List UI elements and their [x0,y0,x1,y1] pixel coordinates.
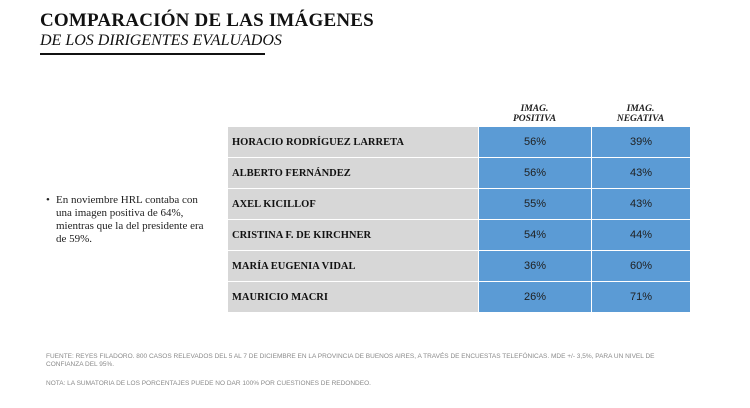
row-negativa: 60% [591,251,690,282]
image-comparison-table: IMAG. POSITIVA IMAG. NEGATIVA HORACIO RO… [228,98,690,313]
header-name-spacer [228,98,478,127]
header-negativa-line2: NEGATIVA [616,114,665,124]
table-row: HORACIO RODRÍGUEZ LARRETA 56% 39% [228,127,690,158]
table-row: MARÍA EUGENIA VIDAL 36% 60% [228,251,690,282]
row-negativa: 71% [591,282,690,313]
row-name: MAURICIO MACRI [228,282,478,313]
row-negativa: 39% [591,127,690,158]
row-name: HORACIO RODRÍGUEZ LARRETA [228,127,478,158]
side-note: • En noviembre HRL contaba con una image… [46,194,216,246]
bullet-marker: • [46,194,50,206]
page-subtitle: DE LOS DIRIGENTES EVALUADOS [40,32,282,49]
row-positiva: 56% [478,158,591,189]
row-positiva: 56% [478,127,591,158]
page-title: COMPARACIÓN DE LAS IMÁGENES [40,10,374,31]
row-name: ALBERTO FERNÁNDEZ [228,158,478,189]
table-row: ALBERTO FERNÁNDEZ 56% 43% [228,158,690,189]
row-name: AXEL KICILLOF [228,189,478,220]
table-row: AXEL KICILLOF 55% 43% [228,189,690,220]
title-underline [40,53,265,55]
row-negativa: 44% [591,220,690,251]
row-positiva: 55% [478,189,591,220]
header-positiva-line1: IMAG. [520,104,549,114]
header-negativa: IMAG. NEGATIVA [591,98,690,127]
table-row: CRISTINA F. DE KIRCHNER 54% 44% [228,220,690,251]
side-note-text: En noviembre HRL contaba con una imagen … [56,194,204,245]
row-name: CRISTINA F. DE KIRCHNER [228,220,478,251]
header-positiva: IMAG. POSITIVA [478,98,591,127]
row-positiva: 36% [478,251,591,282]
rounding-note: NOTA: LA SUMATORIA DE LOS PORCENTAJES PU… [46,380,371,387]
header-positiva-line2: POSITIVA [512,114,557,124]
row-negativa: 43% [591,158,690,189]
table-row: MAURICIO MACRI 26% 71% [228,282,690,313]
source-note: FUENTE: REYES FILADORO. 800 CASOS RELEVA… [46,353,655,368]
row-positiva: 54% [478,220,591,251]
table-header-row: IMAG. POSITIVA IMAG. NEGATIVA [228,98,690,127]
row-positiva: 26% [478,282,591,313]
row-name: MARÍA EUGENIA VIDAL [228,251,478,282]
row-negativa: 43% [591,189,690,220]
header-negativa-line1: IMAG. [626,104,655,114]
